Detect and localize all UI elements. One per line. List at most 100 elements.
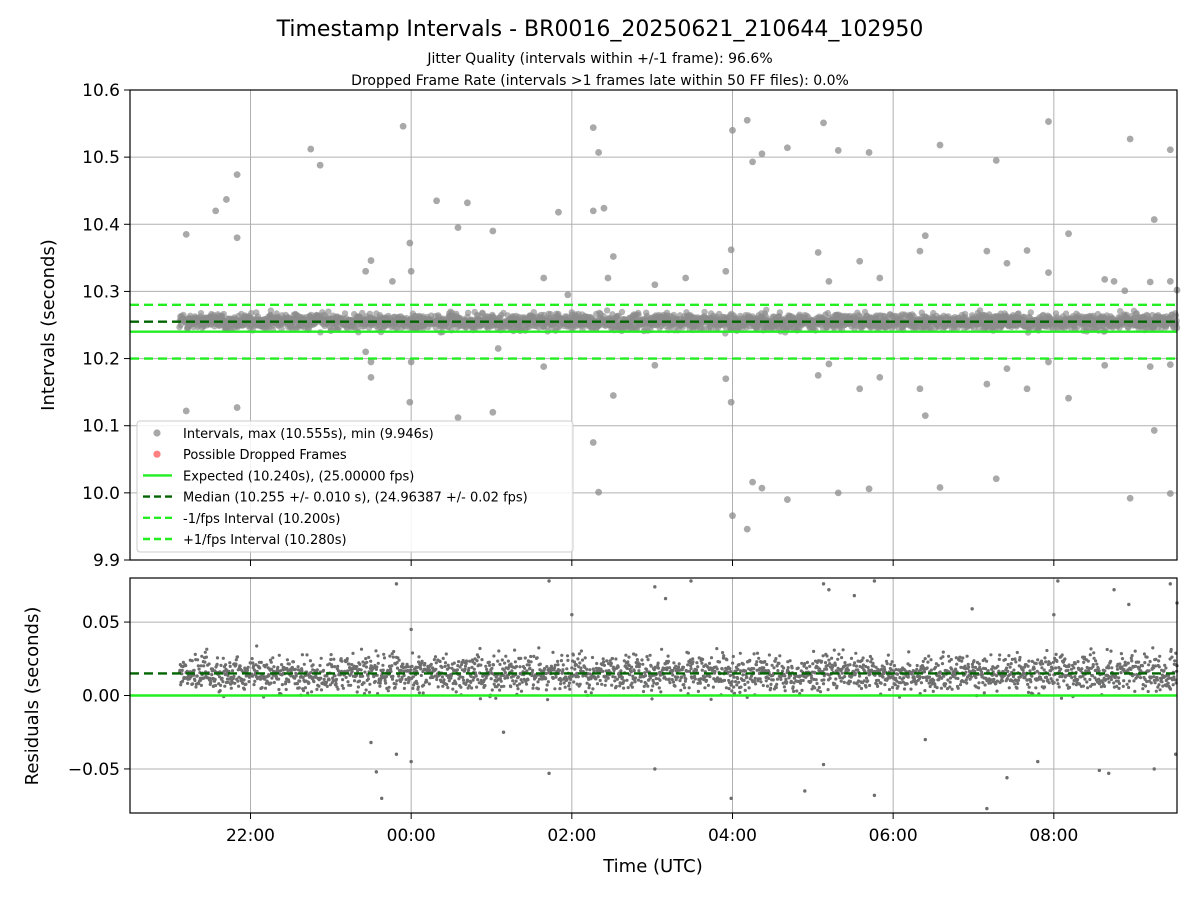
- residual-point: [798, 681, 803, 685]
- interval-outlier-point: [1146, 278, 1154, 286]
- residual-point: [818, 690, 823, 694]
- residual-point: [695, 661, 699, 665]
- residual-point: [504, 654, 508, 658]
- residual-point: [196, 658, 200, 662]
- residual-point: [720, 667, 724, 671]
- residual-point: [411, 686, 415, 691]
- interval-outlier-point: [783, 496, 791, 503]
- residual-point: [866, 665, 870, 670]
- interval-outlier-point: [727, 398, 735, 406]
- residual-point: [774, 657, 778, 661]
- residual-point: [419, 673, 423, 678]
- residual-point: [840, 671, 844, 675]
- residual-point: [322, 677, 326, 682]
- residual-point: [736, 676, 740, 681]
- residual-point: [441, 656, 445, 661]
- residual-point: [376, 661, 380, 665]
- residual-point: [610, 656, 615, 661]
- residual-point: [754, 682, 758, 686]
- residual-point: [463, 667, 467, 671]
- interval-outlier-point: [389, 277, 396, 285]
- residual-point: [927, 675, 932, 679]
- residual-point: [800, 688, 804, 693]
- residual-point: [870, 657, 874, 661]
- residual-point: [277, 653, 281, 657]
- residual-point: [967, 665, 971, 669]
- residual-point: [910, 672, 914, 676]
- residual-point: [639, 679, 643, 684]
- residual-point: [922, 670, 927, 674]
- residual-point: [977, 662, 981, 666]
- residual-point: [729, 682, 734, 687]
- interval-outlier-point: [758, 150, 766, 158]
- interval-point: [707, 325, 714, 332]
- residual-point: [559, 682, 563, 686]
- interval-outlier-point: [865, 485, 873, 493]
- residual-point: [997, 657, 1001, 662]
- interval-outlier-point: [1065, 230, 1072, 238]
- residual-point: [948, 680, 952, 684]
- residual-point: [554, 675, 558, 679]
- interval-outlier-point: [1166, 361, 1174, 369]
- residual-point: [919, 681, 924, 685]
- interval-outlier-point: [589, 439, 597, 446]
- residual-point: [813, 686, 817, 690]
- residual-point: [676, 675, 680, 679]
- residual-point: [679, 688, 683, 692]
- residual-point: [490, 666, 494, 671]
- residual-point: [616, 665, 620, 669]
- residual-point: [736, 667, 740, 672]
- residual-point: [983, 683, 987, 687]
- residual-point: [513, 648, 517, 652]
- residual-point: [346, 680, 350, 684]
- residual-point: [684, 677, 688, 681]
- residual-point: [788, 659, 792, 663]
- residual-point: [833, 663, 838, 667]
- interval-outlier-point: [182, 407, 190, 415]
- residual-point: [310, 690, 314, 694]
- residual-point: [280, 683, 284, 687]
- residual-point: [472, 667, 476, 671]
- residual-point: [849, 656, 854, 661]
- residual-point: [1006, 662, 1010, 667]
- residual-point: [809, 679, 813, 683]
- residual-point: [529, 660, 533, 664]
- residual-point: [378, 681, 382, 685]
- residual-point: [435, 677, 439, 682]
- residual-point: [419, 667, 423, 671]
- residual-point: [359, 668, 363, 672]
- residual-point: [352, 679, 357, 683]
- residual-point: [444, 652, 448, 656]
- residual-point: [604, 679, 608, 683]
- residual-point: [569, 677, 573, 682]
- residual-point: [531, 683, 536, 687]
- residual-point: [202, 664, 206, 668]
- residual-point: [253, 679, 257, 683]
- interval-outlier-point: [489, 408, 497, 416]
- residual-point: [303, 686, 307, 690]
- residual-point: [741, 673, 745, 677]
- residual-point: [364, 657, 368, 661]
- residual-point: [531, 668, 535, 673]
- residual-point: [333, 674, 337, 678]
- interval-outlier-point: [233, 171, 241, 179]
- residual-point: [732, 675, 736, 679]
- residual-point: [940, 662, 945, 666]
- interval-outlier-point: [540, 274, 548, 282]
- interval-outlier-point: [609, 392, 617, 399]
- residual-point: [1005, 666, 1009, 670]
- residual-point: [657, 686, 661, 690]
- residual-point: [251, 661, 255, 665]
- residual-point: [835, 684, 839, 688]
- residual-point: [319, 656, 323, 660]
- residual-point: [779, 677, 783, 682]
- residual-point: [585, 667, 589, 671]
- residual-point: [318, 663, 322, 668]
- residual-point: [950, 687, 954, 691]
- residual-point: [356, 685, 360, 689]
- residual-point: [496, 659, 500, 663]
- residual-point: [287, 662, 291, 666]
- residual-point: [1016, 678, 1021, 682]
- residual-point: [368, 682, 372, 686]
- residual-point: [434, 667, 438, 671]
